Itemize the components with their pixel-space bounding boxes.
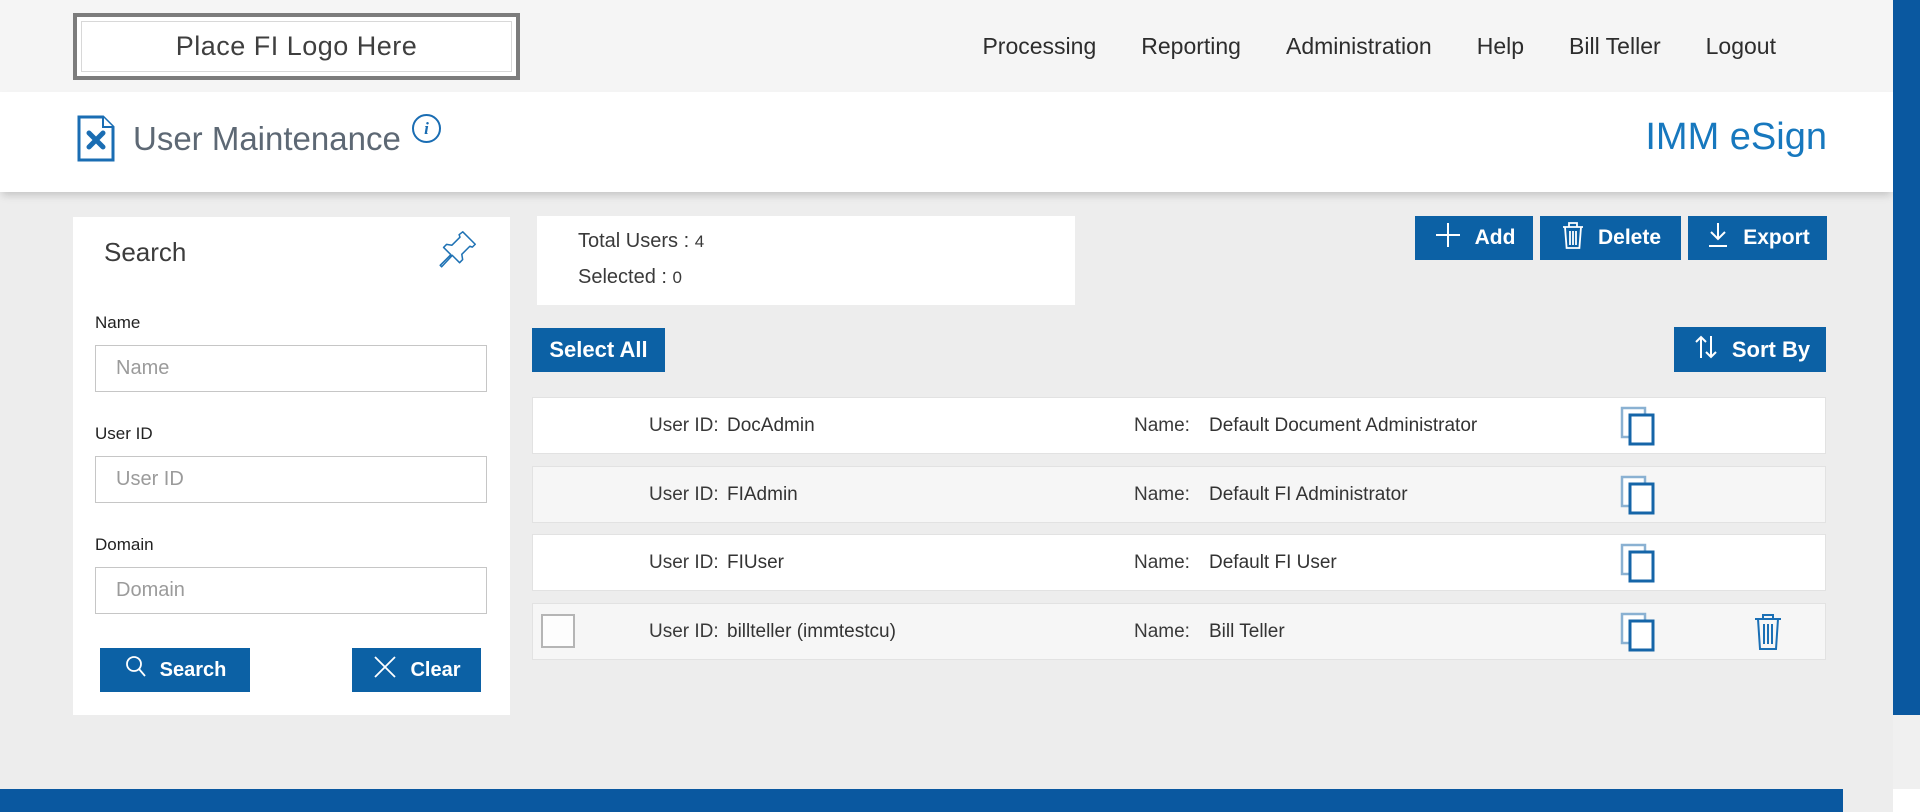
- total-users-value: 4: [694, 232, 705, 251]
- domain-field-label: Domain: [95, 535, 154, 554]
- magnifier-icon: [124, 655, 148, 685]
- delete-users-button[interactable]: Delete: [1540, 216, 1681, 260]
- selected-value: 0: [672, 268, 682, 287]
- name-value: Bill Teller: [1209, 620, 1285, 642]
- total-users-line: Total Users : 4: [578, 230, 704, 253]
- clear-button[interactable]: Clear: [352, 648, 481, 692]
- user-id-value: DocAdmin: [727, 414, 815, 436]
- plus-icon: [1433, 220, 1463, 256]
- search-panel-title: Search: [104, 237, 187, 267]
- user-row: User ID: FIAdmin Name: Default FI Admini…: [532, 466, 1826, 523]
- name-value: Default FI User: [1209, 551, 1337, 573]
- user-id-value: FIUser: [727, 551, 784, 573]
- up-down-arrows-icon: [1690, 331, 1722, 369]
- scrollbar-thumb[interactable]: [1893, 0, 1920, 715]
- summary-card: Total Users : 4 Selected : 0: [537, 216, 1075, 305]
- nav-item-current-user[interactable]: Bill Teller: [1569, 32, 1661, 59]
- document-tools-icon: [77, 115, 115, 167]
- fi-logo-placeholder: Place FI Logo Here: [73, 13, 520, 80]
- export-button-label: Export: [1743, 226, 1810, 249]
- nav-item-processing[interactable]: Processing: [982, 32, 1097, 59]
- nav-links: Processing Reporting Administration Help…: [982, 0, 1776, 92]
- nav-item-reporting[interactable]: Reporting: [1141, 32, 1241, 59]
- user-id-label: User ID:: [649, 414, 719, 436]
- add-user-button[interactable]: Add: [1415, 216, 1533, 260]
- selected-label: Selected :: [578, 266, 667, 288]
- nav-item-help[interactable]: Help: [1476, 32, 1525, 59]
- nav-item-administration[interactable]: Administration: [1285, 32, 1432, 59]
- user-id-field-label: User ID: [95, 424, 153, 443]
- user-row: User ID: FIUser Name: Default FI User: [532, 534, 1826, 591]
- info-icon[interactable]: i: [412, 114, 441, 143]
- user-id-label: User ID:: [649, 483, 719, 505]
- select-all-label: Select All: [549, 337, 648, 362]
- sort-by-button[interactable]: Sort By: [1674, 327, 1826, 372]
- name-field-label: Name: [95, 313, 141, 332]
- user-id-value: FIAdmin: [727, 483, 798, 505]
- name-label: Name:: [1134, 414, 1190, 436]
- user-id-label: User ID:: [649, 620, 719, 642]
- name-field[interactable]: [95, 345, 487, 392]
- trash-icon[interactable]: [1751, 612, 1785, 657]
- selected-line: Selected : 0: [578, 266, 682, 289]
- user-id-label: User ID:: [649, 551, 719, 573]
- scrollbar-track: [1893, 715, 1920, 789]
- delete-button-label: Delete: [1597, 226, 1662, 249]
- pin-icon[interactable]: [434, 227, 480, 278]
- trash-icon: [1560, 220, 1586, 256]
- total-users-label: Total Users :: [578, 230, 690, 252]
- select-all-button[interactable]: Select All: [532, 328, 665, 372]
- name-label: Name:: [1134, 483, 1190, 505]
- name-label: Name:: [1134, 551, 1190, 573]
- domain-field[interactable]: [95, 567, 487, 614]
- scrollbar-corner: [1893, 789, 1920, 812]
- user-row: User ID: billteller (immtestcu) Name: Bi…: [532, 603, 1826, 660]
- page-title: User Maintenance: [133, 120, 401, 157]
- add-button-label: Add: [1474, 226, 1516, 249]
- row-checkbox[interactable]: [541, 614, 575, 648]
- name-value: Default FI Administrator: [1209, 483, 1408, 505]
- search-button-label: Search: [159, 658, 227, 681]
- copy-icon[interactable]: [1617, 405, 1659, 452]
- download-icon: [1705, 221, 1731, 255]
- copy-icon[interactable]: [1617, 474, 1659, 521]
- page-title-bar: User Maintenance i IMM eSign: [0, 92, 1893, 192]
- name-label: Name:: [1134, 620, 1190, 642]
- search-button[interactable]: Search: [100, 648, 250, 692]
- search-panel: Search Name User ID Domain Search: [73, 217, 510, 715]
- clear-button-label: Clear: [410, 658, 461, 681]
- nav-item-logout[interactable]: Logout: [1705, 32, 1776, 59]
- copy-icon[interactable]: [1617, 611, 1659, 658]
- footer-bar: [0, 789, 1843, 812]
- x-icon: [372, 654, 398, 686]
- fi-logo-text: Place FI Logo Here: [175, 31, 418, 61]
- user-id-value: billteller (immtestcu): [727, 620, 896, 642]
- top-navbar: Place FI Logo Here Processing Reporting …: [0, 0, 1893, 92]
- sort-by-label: Sort By: [1731, 336, 1811, 362]
- name-value: Default Document Administrator: [1209, 414, 1478, 436]
- product-brand: IMM eSign: [1645, 116, 1827, 158]
- user-id-field[interactable]: [95, 456, 487, 503]
- user-row: User ID: DocAdmin Name: Default Document…: [532, 397, 1826, 454]
- export-users-button[interactable]: Export: [1688, 216, 1827, 260]
- info-glyph: i: [424, 118, 429, 138]
- copy-icon[interactable]: [1617, 542, 1659, 589]
